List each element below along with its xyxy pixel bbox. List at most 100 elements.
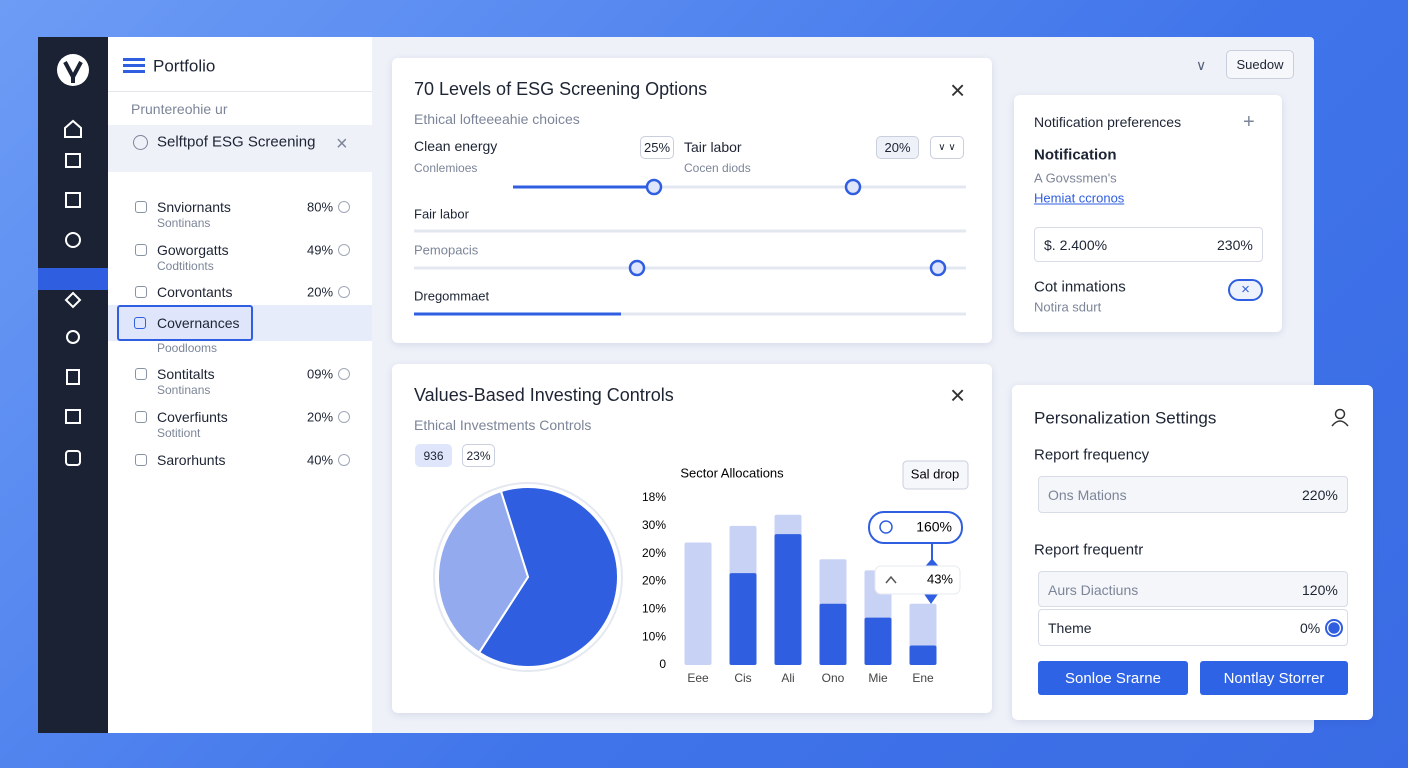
home-icon[interactable] xyxy=(64,119,82,138)
user-icon[interactable] xyxy=(1330,407,1350,427)
values-title: Values-Based Investing Controls xyxy=(414,385,674,405)
item-name: Coverfiunts xyxy=(157,409,228,425)
file-icon[interactable] xyxy=(66,369,80,385)
menu-icon[interactable] xyxy=(123,58,145,61)
close-icon[interactable]: × xyxy=(950,75,966,105)
leaf-icon[interactable] xyxy=(66,330,80,344)
dropdown[interactable]: ∨ ∨ xyxy=(930,136,964,159)
chevron[interactable]: ∨ xyxy=(1196,57,1207,73)
tooltip-icon xyxy=(879,520,893,534)
add-icon[interactable]: + xyxy=(1243,111,1255,133)
panel-title: Portfolio xyxy=(153,56,216,76)
option-pill[interactable]: 20% xyxy=(876,136,919,159)
label: Report frequentr xyxy=(1034,541,1144,559)
button[interactable]: Nontlay Storrer xyxy=(1200,661,1348,695)
theme-value: 0% xyxy=(1300,620,1321,636)
y-tick-label: 18% xyxy=(642,490,666,504)
theme-label: Theme xyxy=(1048,620,1092,636)
option-label: Clean energy xyxy=(414,138,498,154)
item-pct: 40% xyxy=(307,452,334,468)
bar xyxy=(909,645,937,665)
item-pct: 49% xyxy=(307,242,334,258)
toggle[interactable]: × xyxy=(1228,279,1263,301)
slider-knob[interactable] xyxy=(844,178,862,196)
notification-sub: A Govssmen's xyxy=(1034,170,1117,186)
y-tick-label: 10% xyxy=(642,629,666,643)
theme-row[interactable] xyxy=(1038,609,1348,646)
legend-button[interactable] xyxy=(902,460,969,490)
radio[interactable] xyxy=(338,411,350,423)
checkbox[interactable] xyxy=(135,368,147,380)
option-sub: Cocen diods xyxy=(684,161,751,175)
option-label: Tair labor xyxy=(684,139,742,155)
checkbox[interactable] xyxy=(135,286,147,298)
checkbox[interactable] xyxy=(135,454,147,466)
slider-knob[interactable] xyxy=(645,178,663,196)
pill[interactable]: 23% xyxy=(462,444,495,467)
y-tick-label: 0 xyxy=(659,657,666,671)
y-tick-label: 10% xyxy=(642,602,666,616)
doc-icon[interactable] xyxy=(65,192,81,208)
info-icon xyxy=(133,135,148,150)
screening-title: 70 Levels of ESG Screening Options xyxy=(414,79,708,99)
button[interactable]: Sonloe Srarne xyxy=(1038,661,1188,695)
checkbox[interactable] xyxy=(135,244,147,256)
tag-icon[interactable] xyxy=(64,291,82,309)
checkbox[interactable] xyxy=(135,411,147,423)
box-icon[interactable] xyxy=(65,409,81,424)
divider xyxy=(108,91,372,92)
item-name: Corvontants xyxy=(157,284,233,300)
tooltip-label: 43% xyxy=(927,571,953,586)
screening-subtitle: Ethical lofteeeahie choices xyxy=(414,111,580,127)
personalization-title: Personalization Settings xyxy=(1034,408,1217,428)
pie-slice xyxy=(437,489,530,654)
radio[interactable] xyxy=(338,201,350,213)
y-tick-label: 20% xyxy=(642,574,666,588)
checkbox[interactable] xyxy=(135,201,147,213)
input[interactable] xyxy=(1038,571,1348,607)
link[interactable]: Hemiat ccronos xyxy=(1034,190,1125,206)
input-right: 220% xyxy=(1302,487,1338,503)
export-icon[interactable] xyxy=(65,450,81,466)
input-right: 230% xyxy=(1217,237,1253,253)
option-pill[interactable]: 25% xyxy=(640,136,674,159)
pill[interactable]: 936 xyxy=(415,444,452,467)
grid-icon[interactable] xyxy=(65,153,81,168)
x-tick-label: Ono xyxy=(822,671,845,685)
tooltip-icon xyxy=(885,575,897,584)
radio[interactable] xyxy=(338,368,350,380)
tooltip-label: 160% xyxy=(916,519,952,535)
notification-heading: Notification xyxy=(1034,146,1117,164)
close-icon[interactable]: × xyxy=(950,380,966,410)
close-icon[interactable]: × xyxy=(336,133,348,155)
slider-knob[interactable] xyxy=(628,259,646,277)
item-sub: Codtitionts xyxy=(157,259,214,273)
filter-row xyxy=(108,125,372,172)
input[interactable] xyxy=(1034,227,1263,262)
radio[interactable] xyxy=(1325,619,1343,637)
item-sub: Sotitiont xyxy=(157,426,201,440)
x-tick-label: Ali xyxy=(781,671,794,685)
x-tick-label: Cis xyxy=(734,671,751,685)
y-tick-label: 30% xyxy=(642,518,666,532)
input[interactable] xyxy=(1038,476,1348,513)
radio[interactable] xyxy=(338,454,350,466)
selected-box[interactable] xyxy=(117,305,253,341)
bar xyxy=(684,542,712,665)
chart-title: Sector Allocations xyxy=(680,465,784,480)
bar xyxy=(729,573,757,665)
row-sub: Notira sdurt xyxy=(1034,299,1102,315)
sidebar-icons xyxy=(57,54,89,466)
tooltip xyxy=(874,565,961,595)
radio[interactable] xyxy=(338,286,350,298)
sidebar-active xyxy=(38,268,108,290)
slider-knob[interactable] xyxy=(929,259,947,277)
radio[interactable] xyxy=(338,244,350,256)
notification-title: Notification preferences xyxy=(1034,114,1182,130)
tooltip xyxy=(868,511,963,544)
item-name: Goworgatts xyxy=(157,242,229,258)
top-button[interactable]: Suedow xyxy=(1226,50,1294,79)
checkbox[interactable] xyxy=(134,317,146,329)
clock-icon[interactable] xyxy=(65,232,81,248)
